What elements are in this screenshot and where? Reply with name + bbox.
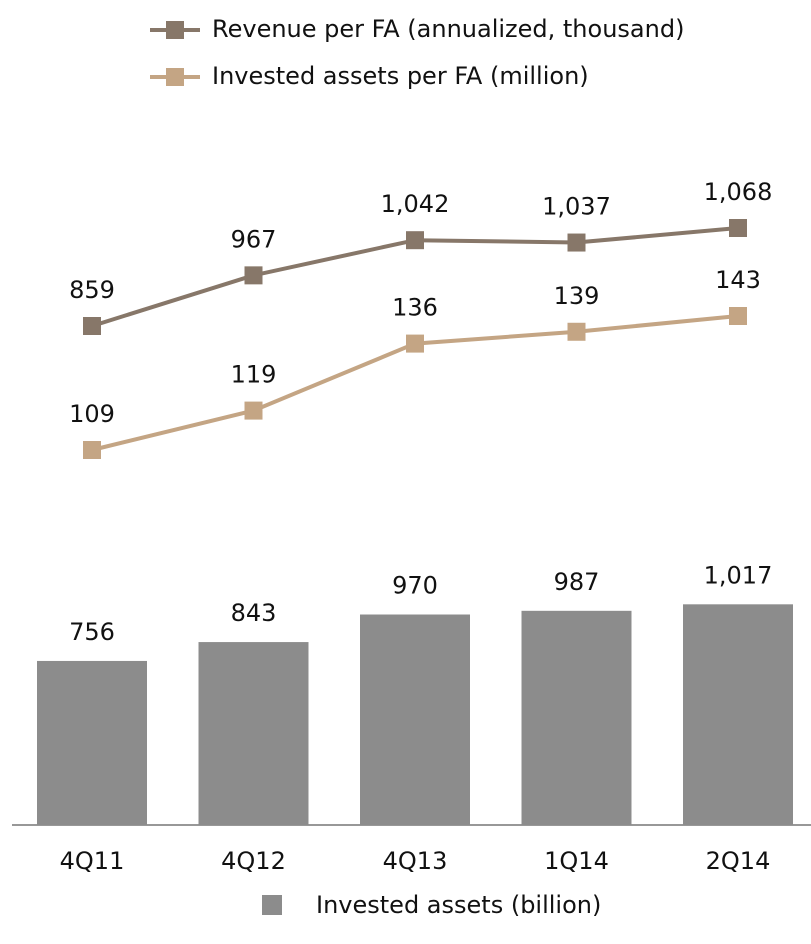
value-label: 1,042	[381, 190, 450, 218]
marker	[406, 334, 424, 353]
marker	[729, 219, 747, 237]
legend-label: Invested assets (billion)	[316, 891, 601, 919]
value-label: 1,037	[542, 193, 611, 221]
value-label: 139	[554, 282, 600, 310]
x-tick-label: 4Q13	[383, 847, 448, 875]
marker	[83, 317, 101, 335]
x-tick-label: 4Q12	[221, 847, 286, 875]
legend-marker	[166, 68, 184, 86]
value-label: 1,017	[704, 561, 773, 589]
legend-label: Invested assets per FA (million)	[212, 62, 589, 90]
value-label: 109	[69, 400, 115, 428]
bar	[683, 604, 793, 825]
marker	[244, 266, 263, 285]
legend-marker	[166, 21, 184, 39]
value-label: 843	[231, 599, 277, 627]
value-label: 143	[715, 266, 761, 294]
value-label: 1,068	[704, 178, 773, 206]
bar	[198, 642, 309, 825]
value-label: 967	[231, 225, 277, 253]
marker	[567, 233, 586, 252]
bar	[37, 660, 147, 825]
marker	[83, 441, 101, 459]
x-tick-label: 2Q14	[706, 847, 771, 875]
value-label: 119	[231, 361, 277, 389]
marker	[406, 231, 424, 250]
value-label: 987	[554, 568, 600, 596]
x-tick-label: 1Q14	[544, 847, 609, 875]
marker	[567, 322, 586, 341]
value-label: 970	[392, 572, 438, 600]
legend-marker	[262, 895, 282, 915]
value-label: 859	[69, 276, 115, 304]
marker	[244, 401, 263, 420]
value-label: 136	[392, 294, 438, 322]
bar	[521, 610, 632, 825]
value-label: 756	[69, 618, 115, 646]
x-tick-label: 4Q11	[60, 847, 125, 875]
legend-label: Revenue per FA (annualized, thousand)	[212, 15, 684, 43]
bar	[360, 614, 470, 825]
marker	[729, 307, 747, 325]
